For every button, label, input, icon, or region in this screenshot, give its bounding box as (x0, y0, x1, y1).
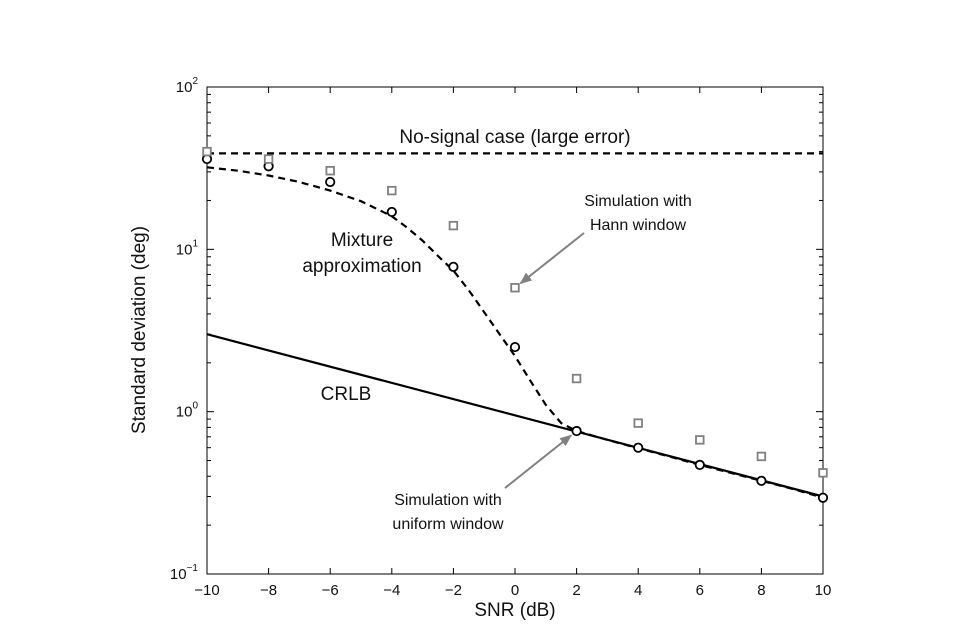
y-tick-label: 10−1 (170, 563, 199, 583)
mixture-label-line: Mixture (331, 230, 393, 251)
circle-marker (694, 459, 705, 470)
x-tick-label: 4 (634, 582, 642, 599)
square-marker (387, 185, 397, 196)
y-tick-label: 100 (176, 401, 199, 421)
square-marker (263, 154, 274, 164)
y-axis-label: Standard deviation (deg) (129, 226, 150, 434)
y-tick-base: 10 (176, 79, 193, 96)
series-group (201, 146, 829, 503)
x-tick-label: 10 (815, 582, 832, 599)
x-tick-label: −4 (383, 582, 400, 599)
x-tick-label: 2 (572, 582, 580, 599)
hann-label-line: Simulation with (584, 193, 692, 210)
x-axis-label: SNR (dB) (474, 600, 555, 621)
y-tick-base: 10 (176, 241, 193, 258)
uniform-label-line: Simulation with (394, 492, 502, 509)
circle-marker (448, 261, 459, 272)
crlb-label-line: CRLB (321, 384, 372, 405)
x-tick-label: −6 (322, 582, 339, 599)
x-tick-label: 8 (757, 582, 765, 599)
uniform-label-arrow (504, 434, 572, 489)
y-tick-base: 10 (170, 566, 187, 583)
y-tick-exponent: 2 (192, 76, 198, 87)
x-tick-label: 0 (511, 582, 519, 599)
uniform-label-line: uniform window (392, 516, 504, 533)
y-tick-base: 10 (176, 404, 193, 421)
circle-marker (756, 475, 767, 486)
square-marker (202, 146, 212, 157)
y-tick-label: 101 (176, 238, 199, 258)
square-marker (510, 283, 520, 293)
square-marker (695, 435, 705, 445)
square-marker (325, 166, 335, 176)
circle-marker (571, 425, 582, 437)
y-tick-exponent: −1 (187, 563, 199, 574)
y-tick-label: 102 (176, 76, 199, 96)
y-tick-exponent: 0 (192, 401, 198, 412)
square-marker (571, 373, 582, 384)
circle-marker (509, 341, 521, 353)
mixture-label-line: approximation (302, 256, 421, 277)
hann-label-line: Hann window (590, 217, 687, 234)
circle-marker (325, 176, 336, 188)
hann-label-arrow (519, 232, 585, 285)
x-tick-label: 6 (696, 582, 704, 599)
square-marker (633, 418, 643, 428)
x-tick-label: −8 (260, 582, 277, 599)
plot-frame (206, 86, 824, 575)
x-tick-label: −10 (194, 582, 219, 599)
x-tick-label: −2 (445, 582, 462, 599)
square-marker (756, 451, 767, 462)
circle-marker (633, 442, 644, 453)
dashed-series-line (206, 166, 824, 499)
solid-series-line (206, 333, 824, 498)
circle-marker (386, 206, 397, 218)
no-signal-label-line: No-signal case (large error) (399, 127, 630, 148)
circle-marker (817, 492, 829, 503)
annotations: No-signal case (large error) Mixture appro… (302, 127, 691, 533)
y-tick-exponent: 1 (192, 238, 198, 249)
square-marker (448, 220, 459, 231)
square-marker (818, 468, 828, 478)
